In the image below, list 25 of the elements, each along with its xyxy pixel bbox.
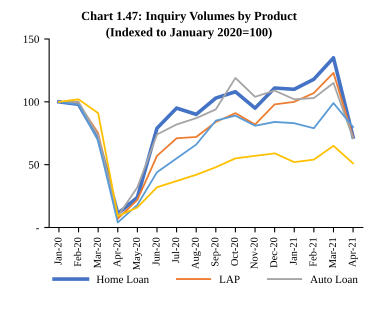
x-tick-label: Jan-20 [54,238,62,265]
x-tick-label: Aug-20 [192,238,201,269]
x-tick-label: Feb-20 [74,238,82,266]
x-tick-label: Mar-20 [94,238,101,268]
x-tick-label: Feb-21 [309,238,316,266]
x-tick-label: Dec-20 [270,238,278,268]
x-tick-label: Jun-20 [152,238,160,266]
x-tick-label: Jul-20 [172,238,180,264]
x-tick-label: May-20 [132,238,142,270]
x-tick-label: Mar-21 [329,238,336,268]
x-tick-label: Nov-20 [250,238,258,269]
chart-subtitle: (Indexed to January 2020=100) [106,28,272,39]
legend-label: LAP [219,276,240,283]
y-tick-label: 100 [24,98,39,106]
y-tick-label: - [36,228,40,230]
x-tick-label: Apr-21 [348,238,358,267]
y-tick-label: 50 [28,161,39,169]
legend-label: Home Loan [96,276,149,284]
x-tick-label: Oct-20 [231,238,238,266]
x-tick-label: Apr-20 [113,238,122,267]
x-tick-label: Sep-20 [211,238,221,266]
chart-title: Chart 1.47: Inquiry Volumes by Product [82,11,297,23]
legend-label: Auto Loan [310,276,358,284]
y-tick-label: 150 [24,35,39,43]
x-tick-label: Jan-21 [290,238,297,265]
